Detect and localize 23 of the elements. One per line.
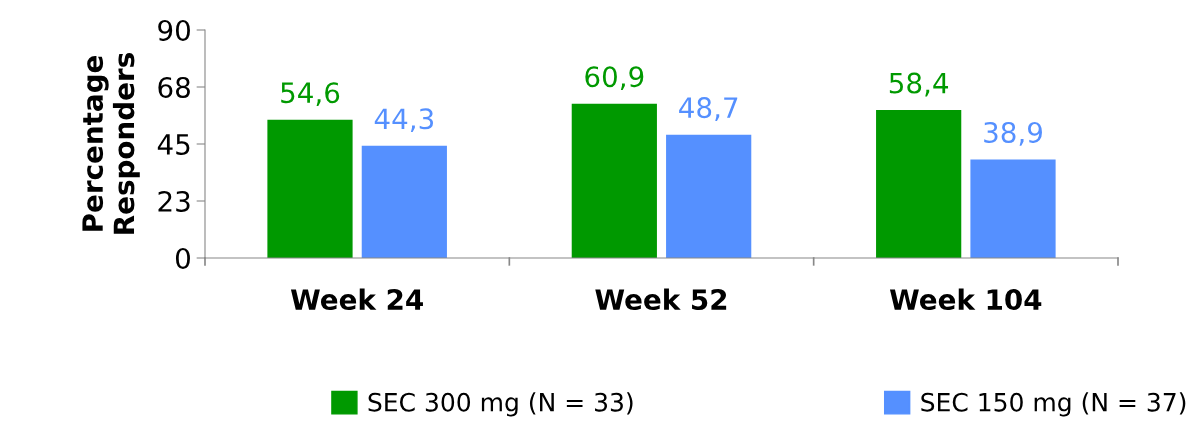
data-label: 38,9: [984, 121, 1042, 146]
bar: [876, 110, 962, 258]
x-tick-label: Week 52: [595, 288, 727, 311]
y-tick-label: 45: [157, 134, 190, 155]
y-tick-label: 90: [158, 19, 190, 41]
data-label: 58,4: [889, 72, 949, 97]
bar: [666, 134, 752, 258]
data-label: 54,6: [281, 82, 340, 107]
data-label: 44,3: [374, 108, 434, 133]
bar: [267, 119, 353, 258]
x-tick-label: Week 104: [889, 288, 1042, 311]
legend-label: SEC 150 mg (N = 37): [921, 392, 1186, 417]
data-label: 60,9: [585, 66, 644, 91]
legend-label: SEC 300 mg (N = 33): [368, 392, 633, 417]
x-tick-label: Week 24: [290, 288, 423, 311]
y-axis-title: Percentage Responders: [82, 53, 140, 234]
bar: [361, 145, 447, 258]
data-label: 48,7: [679, 97, 738, 121]
y-tick-label: 68: [158, 76, 190, 98]
bar: [970, 159, 1056, 258]
y-tick-label: 23: [158, 190, 190, 212]
y-tick-label: 0: [175, 247, 190, 269]
bar: [571, 103, 657, 258]
